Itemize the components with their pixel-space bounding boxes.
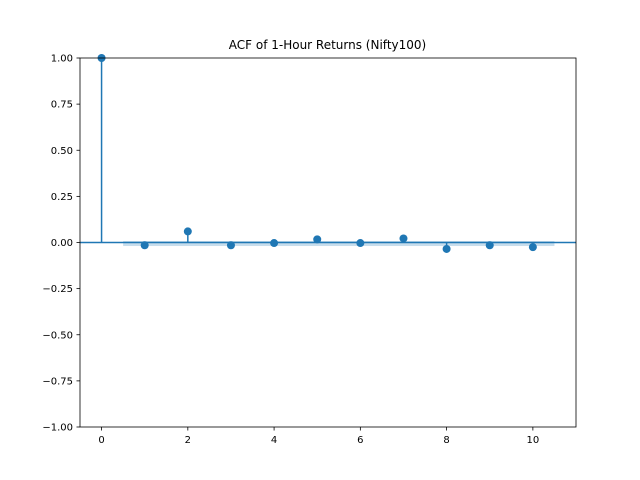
y-tick-label: 0.25 bbox=[51, 192, 73, 203]
acf-point bbox=[140, 241, 149, 250]
x-tick-label: 2 bbox=[185, 435, 191, 446]
acf-point bbox=[313, 235, 322, 244]
y-tick-label: −0.50 bbox=[42, 330, 73, 341]
x-tick-label: 6 bbox=[357, 435, 363, 446]
markers-layer bbox=[97, 54, 537, 253]
confidence-band bbox=[123, 241, 555, 247]
y-tick-label: −0.75 bbox=[42, 376, 73, 387]
stems-layer bbox=[100, 58, 534, 249]
acf-point bbox=[399, 234, 408, 243]
y-tick-label: 0.00 bbox=[51, 238, 73, 249]
chart-title: ACF of 1-Hour Returns (Nifty100) bbox=[229, 38, 426, 52]
confidence-band-layer bbox=[123, 241, 555, 247]
acf-point bbox=[270, 239, 279, 248]
acf-point bbox=[356, 239, 365, 248]
x-tick-label: 4 bbox=[271, 435, 277, 446]
acf-point bbox=[442, 244, 451, 253]
acf-point bbox=[226, 241, 235, 250]
x-tick-label: 10 bbox=[527, 435, 540, 446]
acf-point bbox=[528, 243, 537, 252]
acf-point bbox=[183, 227, 192, 236]
x-tick-label: 8 bbox=[443, 435, 449, 446]
y-tick-label: 1.00 bbox=[51, 54, 73, 65]
y-tick-label: −0.25 bbox=[42, 284, 73, 295]
x-tick-label: 0 bbox=[98, 435, 104, 446]
acf-point bbox=[485, 241, 494, 250]
y-tick-label: 0.75 bbox=[51, 100, 73, 111]
y-axis-ticks: 1.00 0.75 0.50 0.25 0.00 −0.25 −0.50 −0.75 −1.00 bbox=[42, 54, 80, 434]
y-tick-label: 0.50 bbox=[51, 146, 73, 157]
y-tick-label: −1.00 bbox=[42, 423, 73, 434]
x-axis-ticks: 0 2 4 6 8 10 bbox=[98, 427, 539, 446]
